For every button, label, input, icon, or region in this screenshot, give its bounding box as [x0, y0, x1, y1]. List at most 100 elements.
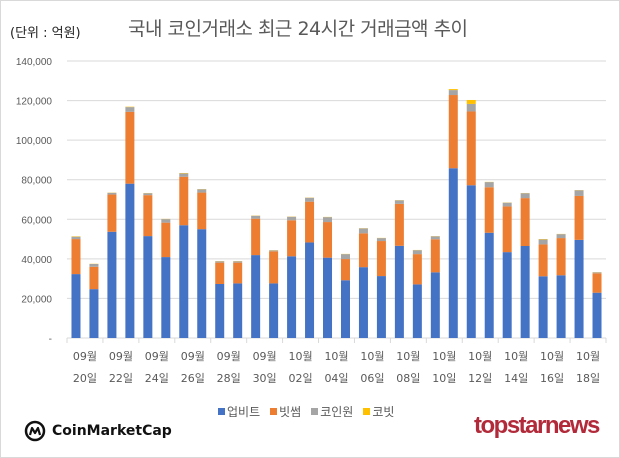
bar-segment — [376, 241, 386, 277]
legend-label: 업비트 — [227, 405, 261, 419]
legend-swatch — [218, 408, 225, 415]
topstarnews-logo: topstarnews — [474, 412, 600, 439]
x-tick-label-day: 18일 — [576, 371, 600, 385]
bar-segment — [107, 231, 117, 338]
bar-segment — [233, 261, 243, 263]
bar-segment — [287, 220, 297, 257]
bar-segment — [143, 195, 153, 237]
bar-segment — [89, 289, 99, 338]
legend-label: 코인원 — [320, 405, 354, 419]
x-tick-label-month: 10월 — [432, 350, 456, 363]
x-tick-label-month: 09월 — [73, 350, 97, 363]
y-tick-label: 60,000 — [21, 215, 52, 226]
x-tick-label-month: 09월 — [253, 350, 277, 363]
bar-segment — [448, 89, 458, 91]
y-tick-label: - — [49, 334, 52, 345]
bar-segment — [448, 90, 458, 96]
bar-segment — [394, 200, 404, 204]
coinmarketcap-logo: CoinMarketCap — [24, 420, 172, 442]
bar-segment — [89, 264, 99, 267]
bar-segment — [179, 176, 189, 226]
bar-segment — [538, 244, 548, 277]
bar-segment — [179, 225, 189, 338]
bar-segment — [412, 254, 422, 285]
legend-item-coinone: 코인원 — [311, 403, 353, 420]
legend-swatch — [363, 408, 371, 415]
bar-segment — [323, 217, 333, 223]
bar-segment — [538, 239, 548, 245]
x-tick-label-month: 10월 — [576, 350, 600, 363]
x-tick-label-month: 10월 — [540, 350, 564, 363]
bar-segment — [125, 111, 135, 184]
bar-segment — [125, 183, 135, 338]
bar-segment — [502, 252, 512, 338]
chart-canvas: - 20,000 40,000 60,000 80,000 100,000 120,000 1… — [16, 57, 607, 385]
bar-segment — [161, 222, 171, 258]
bar-segment — [592, 273, 602, 293]
bar-segment — [305, 201, 315, 243]
x-tick-label-day: 20일 — [73, 371, 97, 385]
bar-segment — [376, 238, 386, 242]
bar-segment — [340, 280, 350, 338]
y-tick-label: 120,000 — [16, 97, 53, 108]
x-tick-label-day: 26일 — [181, 371, 205, 385]
coinmarketcap-icon — [24, 420, 46, 442]
bar-segment — [520, 198, 530, 246]
bar-segment — [430, 239, 440, 273]
x-tick-label-day: 28일 — [217, 371, 241, 385]
legend-item-upbit: 업비트 — [218, 403, 260, 420]
x-tick-label-day: 30일 — [253, 371, 277, 385]
bar-segment — [251, 218, 261, 256]
bar-segment — [502, 202, 512, 207]
x-tick-label-month: 10월 — [324, 350, 348, 363]
x-tick-label-day: 16일 — [540, 371, 564, 385]
bar-segment — [592, 292, 602, 338]
x-tick-label-month: 10월 — [360, 350, 384, 363]
x-tick-label-day: 24일 — [145, 371, 169, 385]
legend-label: 코빗 — [372, 405, 395, 419]
bar-segment — [323, 222, 333, 258]
bar-segment — [215, 283, 225, 338]
x-tick-label-day: 08일 — [396, 371, 420, 385]
bar-segment — [466, 103, 476, 112]
bar-segment — [179, 173, 189, 177]
bar-segment — [161, 257, 171, 338]
bar-segment — [466, 185, 476, 338]
bar-segment — [71, 236, 81, 240]
bar-segment — [71, 239, 81, 275]
y-tick-label: 40,000 — [21, 255, 52, 266]
x-tick-label-month: 09월 — [145, 350, 169, 363]
x-tick-label-day: 02일 — [289, 371, 313, 385]
legend: 업비트 빗썸 코인원 코빗 — [218, 403, 394, 420]
legend-item-korbit: 코빗 — [363, 403, 394, 420]
bar-segment — [484, 232, 494, 338]
bar-segment — [251, 255, 261, 338]
bar-segment — [269, 283, 279, 338]
bar-segment — [556, 234, 566, 239]
bar-segment — [287, 256, 297, 338]
x-tick-label-day: 14일 — [504, 371, 528, 385]
bar-segment — [376, 276, 386, 338]
bar-segment — [556, 275, 566, 338]
bar-segment — [269, 250, 279, 252]
bar-segment — [574, 239, 584, 338]
bar-segment — [233, 262, 243, 284]
bar-segment — [161, 219, 171, 223]
bar-segment — [358, 267, 368, 338]
bar-segment — [574, 190, 584, 196]
legend-item-bithumb: 빗썸 — [270, 403, 301, 420]
legend-swatch — [270, 408, 278, 415]
legend-swatch — [311, 408, 319, 415]
bar-segment — [340, 254, 350, 260]
bar-segment — [412, 250, 422, 255]
x-tick-label-month: 09월 — [181, 350, 205, 363]
bar-segment — [305, 242, 315, 338]
bar-segment — [484, 187, 494, 233]
bar-segment — [358, 233, 368, 268]
bar-segment — [412, 284, 422, 338]
y-tick-label: 140,000 — [16, 57, 53, 68]
bar-segment — [323, 257, 333, 338]
bar-segment — [340, 259, 350, 281]
bar-segment — [394, 245, 404, 338]
bar-segment — [538, 276, 548, 338]
